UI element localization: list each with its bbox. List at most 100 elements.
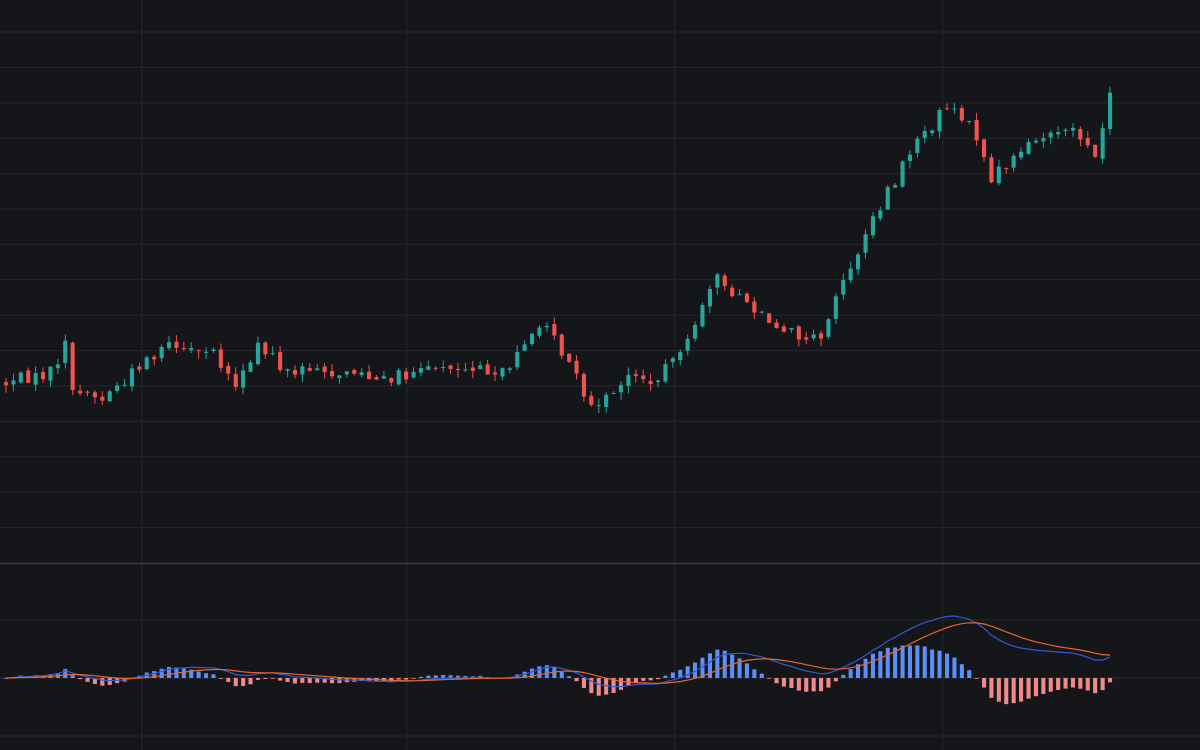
- candle-body: [700, 304, 705, 327]
- macd-histogram-bar: [596, 678, 601, 696]
- candle: [122, 379, 127, 388]
- candle: [796, 325, 801, 347]
- candle-body: [263, 342, 268, 355]
- macd-histogram-bar: [870, 653, 875, 678]
- candle: [448, 364, 453, 374]
- macd-histogram-bar: [448, 675, 453, 678]
- macd-histogram-bar: [581, 678, 586, 688]
- macd-histogram-bar: [389, 678, 394, 682]
- macd-histogram-bar: [567, 676, 572, 678]
- candle: [826, 317, 831, 340]
- candle-body: [922, 131, 927, 138]
- candle: [226, 362, 231, 381]
- candle-body: [426, 366, 431, 370]
- candle: [300, 362, 305, 382]
- candle-body: [300, 366, 305, 375]
- macd-histogram-bar: [537, 666, 542, 678]
- macd-histogram-bar: [255, 678, 260, 680]
- candle: [1100, 122, 1105, 164]
- candle-body: [930, 130, 935, 134]
- candle-body: [693, 324, 698, 339]
- candle-body: [322, 366, 327, 373]
- candle-body: [233, 374, 238, 387]
- macd-histogram-bar: [1011, 678, 1016, 704]
- candle-body: [122, 384, 127, 386]
- macd-histogram-bar: [774, 678, 779, 684]
- candle: [1019, 147, 1024, 161]
- macd-histogram-bar: [152, 671, 157, 678]
- candle-body: [48, 366, 53, 381]
- candle: [878, 206, 883, 222]
- macd-histogram-bar: [893, 647, 898, 678]
- candle-body: [181, 348, 186, 349]
- candle-body: [656, 380, 661, 382]
- macd-histogram-bar: [900, 645, 905, 678]
- candle: [937, 107, 942, 139]
- macd-histogram-bar: [270, 678, 275, 679]
- candle-body: [567, 353, 572, 362]
- candle-body: [389, 378, 394, 383]
- macd-histogram-bar: [730, 654, 735, 678]
- candle: [863, 229, 868, 259]
- macd-histogram-bar: [463, 675, 468, 678]
- candle: [404, 368, 409, 384]
- candle: [248, 359, 253, 373]
- candle: [522, 340, 527, 352]
- candle-body: [85, 391, 90, 393]
- candle: [700, 302, 705, 328]
- candle: [567, 353, 572, 364]
- candle: [1093, 144, 1098, 158]
- macd-histogram-bar: [307, 678, 312, 684]
- macd-histogram-bar: [656, 678, 661, 680]
- candle-body: [1070, 127, 1075, 131]
- candle-body: [974, 119, 979, 141]
- candle: [841, 273, 846, 300]
- candle-body: [478, 365, 483, 370]
- price-pane: [4, 86, 1113, 413]
- macd-histogram-bar: [211, 674, 216, 678]
- candle: [759, 310, 764, 314]
- candle-body: [1078, 129, 1083, 140]
- candle-body: [144, 357, 149, 370]
- macd-histogram-bar: [922, 646, 927, 678]
- candle: [544, 321, 549, 332]
- candle-body: [959, 108, 964, 121]
- candle-body: [900, 161, 905, 187]
- candle: [930, 130, 935, 136]
- candle-body: [1063, 129, 1068, 132]
- candle: [678, 349, 683, 366]
- candle: [218, 343, 223, 372]
- candle: [907, 150, 912, 169]
- candle: [159, 344, 164, 363]
- candle-body: [663, 364, 668, 382]
- candle-body: [848, 268, 853, 281]
- candle: [789, 327, 794, 333]
- candle: [330, 364, 335, 379]
- macd-histogram-bar: [285, 678, 290, 682]
- candle-body: [174, 341, 179, 348]
- candle-body: [641, 375, 646, 380]
- macd-histogram-bar: [982, 678, 987, 688]
- candle: [26, 367, 31, 384]
- macd-histogram-bar: [1078, 678, 1083, 689]
- candle: [1048, 130, 1053, 145]
- macd-histogram-bar: [1048, 678, 1053, 692]
- macd-histogram-bar: [522, 671, 527, 678]
- candle: [885, 184, 890, 210]
- macd-histogram-bar: [1063, 678, 1068, 689]
- candle: [581, 372, 586, 402]
- candle: [189, 342, 194, 353]
- candle: [856, 252, 861, 275]
- candle: [804, 331, 809, 345]
- macd-histogram-bar: [159, 668, 164, 678]
- macd-histogram-bar: [1093, 678, 1098, 694]
- candle-body: [507, 368, 512, 370]
- candle-body: [670, 358, 675, 363]
- candle: [552, 317, 557, 340]
- candle-body: [255, 342, 260, 365]
- candle: [92, 390, 97, 404]
- candle-body: [404, 371, 409, 380]
- candle-body: [359, 372, 364, 376]
- macd-histogram-bar: [196, 671, 201, 678]
